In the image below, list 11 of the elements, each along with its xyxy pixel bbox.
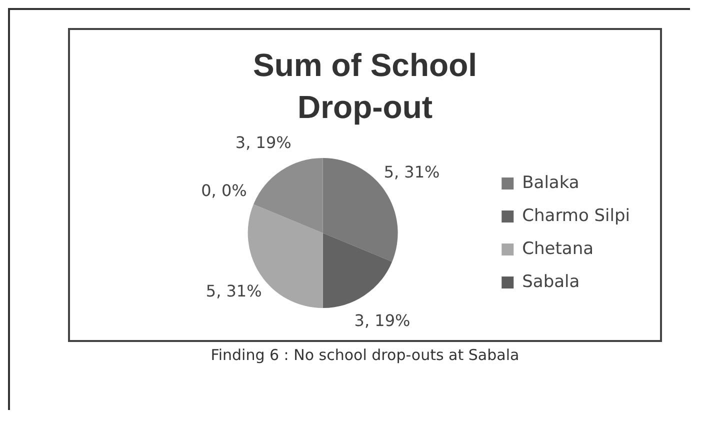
data-label: 3, 19% bbox=[235, 133, 292, 152]
legend-label: Chetana bbox=[522, 238, 594, 259]
data-label: 5, 31% bbox=[206, 282, 262, 301]
text: Finding 6 : No school drop-outs at Sabala bbox=[210, 346, 520, 364]
data-label: 5, 31% bbox=[384, 162, 440, 182]
legend-label: Sabala bbox=[522, 272, 580, 292]
legend-label: Charmo Silpi bbox=[522, 206, 630, 226]
chart-title: Sum of School Drop-out bbox=[252, 46, 478, 127]
legend-label: Balaka bbox=[522, 172, 580, 193]
data-label: 3, 19% bbox=[354, 311, 410, 330]
text: 0, 0% bbox=[201, 181, 247, 200]
